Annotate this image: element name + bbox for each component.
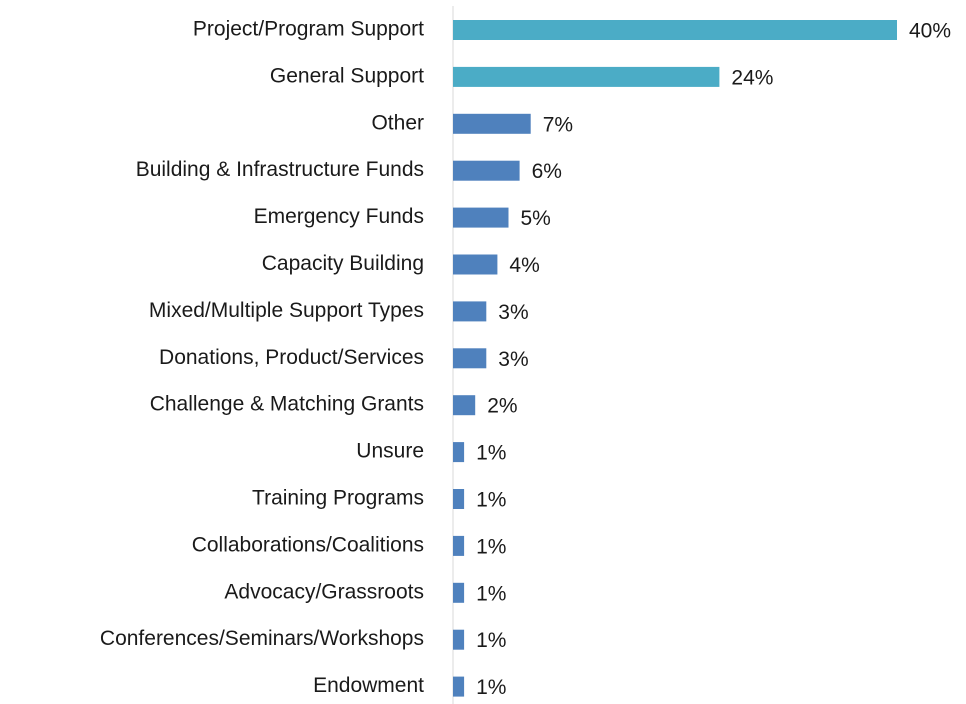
value-label: 1%: [476, 676, 506, 699]
value-label: 5%: [521, 207, 551, 230]
category-label: Emergency Funds: [254, 205, 424, 228]
bar: [453, 676, 465, 697]
value-label: 2%: [487, 395, 517, 418]
category-label: Donations, Product/Services: [159, 346, 424, 369]
bar: [453, 582, 465, 603]
category-label: Training Programs: [252, 487, 424, 510]
bar: [453, 629, 465, 650]
value-label: 1%: [476, 582, 506, 605]
category-label: Conferences/Seminars/Workshops: [100, 627, 424, 650]
category-label: Project/Program Support: [193, 18, 424, 41]
bar: [453, 207, 509, 228]
bar: [453, 535, 465, 556]
category-label: Building & Infrastructure Funds: [136, 158, 424, 181]
value-label: 3%: [498, 301, 528, 324]
bar: [453, 254, 498, 275]
category-label: Collaborations/Coalitions: [192, 533, 424, 556]
value-label: 7%: [543, 113, 573, 136]
value-label: 40%: [909, 20, 951, 43]
value-label: 6%: [532, 160, 562, 183]
value-label: 1%: [476, 535, 506, 558]
bar: [453, 160, 520, 181]
bar: [453, 113, 531, 134]
category-label: Other: [371, 111, 424, 134]
bar: [453, 489, 465, 509]
category-label: Capacity Building: [262, 252, 424, 275]
value-label: 4%: [509, 254, 539, 277]
bar: [453, 66, 720, 87]
category-label: Unsure: [356, 440, 424, 463]
value-label: 1%: [476, 489, 506, 512]
value-label: 3%: [498, 348, 528, 371]
category-label: Advocacy/Grassroots: [224, 580, 424, 603]
category-label: General Support: [270, 64, 424, 87]
bar: [453, 20, 897, 40]
value-label: 24%: [731, 66, 773, 89]
value-label: 1%: [476, 629, 506, 652]
bar: [453, 395, 476, 416]
bar: [453, 442, 465, 463]
category-label: Mixed/Multiple Support Types: [149, 299, 424, 322]
bar: [453, 301, 487, 322]
bar: [453, 348, 487, 369]
value-label: 1%: [476, 442, 506, 465]
category-label: Challenge & Matching Grants: [150, 393, 424, 416]
category-label: Endowment: [313, 674, 424, 697]
